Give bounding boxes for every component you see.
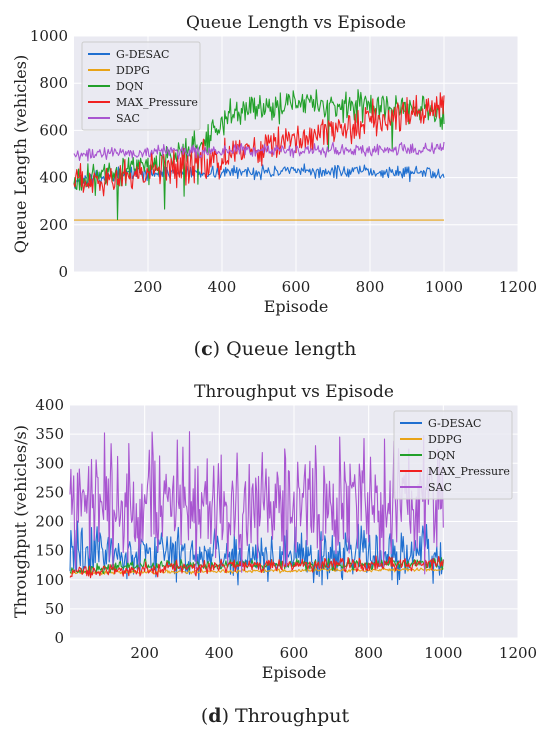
y-tick-label: 350 xyxy=(35,425,64,443)
x-tick-label: 1000 xyxy=(425,278,463,296)
x-axis-label: Episode xyxy=(264,297,329,316)
x-tick-label: 800 xyxy=(356,278,385,296)
legend-box xyxy=(393,410,513,500)
x-tick-label: 1200 xyxy=(499,278,537,296)
x-tick-label: 1000 xyxy=(424,644,462,662)
y-tick-label: 400 xyxy=(35,396,64,414)
legend-entry: G-DESAC xyxy=(428,417,481,430)
legend-entry: DDPG xyxy=(116,64,150,77)
throughput-chart: 0 50 100 150 200 250 300 350 400 200 400 600 800 1000… xyxy=(11,382,537,682)
y-tick-label: 300 xyxy=(35,454,64,472)
series-line-sac xyxy=(69,431,444,575)
chart-title: Throughput vs Episode xyxy=(194,382,394,402)
caption-throughput: (d) Throughput xyxy=(200,705,350,727)
chart-title: Queue Length vs Episode xyxy=(186,13,406,33)
series-line-g-desac xyxy=(69,520,444,586)
y-tick-label: 600 xyxy=(39,121,68,139)
y-tick-label: 150 xyxy=(35,542,64,560)
caption-c-letter: c xyxy=(201,338,213,360)
x-tick-label: 600 xyxy=(280,644,309,662)
x-tick-label: 400 xyxy=(208,278,237,296)
y-axis-label: Throughput (vehicles/s) xyxy=(11,425,30,618)
legend-entry: SAC xyxy=(428,481,452,494)
y-tick-label: 0 xyxy=(54,629,64,647)
x-tick-label: 600 xyxy=(282,278,311,296)
y-tick-label: 0 xyxy=(58,263,68,281)
series-line-max-pressure xyxy=(69,555,444,579)
legend-entry: MAX_Pressure xyxy=(116,96,198,109)
y-axis-label: Queue Length (vehicles) xyxy=(11,55,30,253)
y-tick-label: 50 xyxy=(45,600,64,618)
queue-length-chart: 0 200 400 600 800 1000 200 400 600 800 1000 1200 Que… xyxy=(11,13,537,316)
caption-d-text: Throughput xyxy=(228,705,350,727)
caption-queue-length: (c) Queue length xyxy=(193,338,357,360)
y-tick-label: 200 xyxy=(39,216,68,234)
legend-entry: MAX_Pressure xyxy=(428,465,510,478)
series-line-sac xyxy=(73,141,445,162)
caption-d-letter: d xyxy=(208,705,222,727)
y-tick-label: 100 xyxy=(35,571,64,589)
y-tick-label: 800 xyxy=(39,74,68,92)
x-tick-label: 200 xyxy=(134,278,163,296)
legend-entry: SAC xyxy=(116,112,140,125)
x-axis-label: Episode xyxy=(262,663,327,682)
x-tick-label: 1200 xyxy=(499,644,537,662)
legend-entry: G-DESAC xyxy=(116,48,169,61)
y-tick-label: 200 xyxy=(35,513,64,531)
x-tick-label: 400 xyxy=(205,644,234,662)
y-tick-label: 400 xyxy=(39,169,68,187)
legend-box xyxy=(81,41,201,131)
y-tick-label: 250 xyxy=(35,483,64,501)
x-tick-label: 200 xyxy=(130,644,159,662)
x-tick-label: 800 xyxy=(354,644,383,662)
legend-entry: DDPG xyxy=(428,433,462,446)
y-tick-label: 1000 xyxy=(30,27,68,45)
caption-c-text: Queue length xyxy=(220,338,357,360)
legend-entry: DQN xyxy=(116,80,144,93)
legend-entry: DQN xyxy=(428,449,456,462)
series-line-ddpg xyxy=(69,566,444,576)
